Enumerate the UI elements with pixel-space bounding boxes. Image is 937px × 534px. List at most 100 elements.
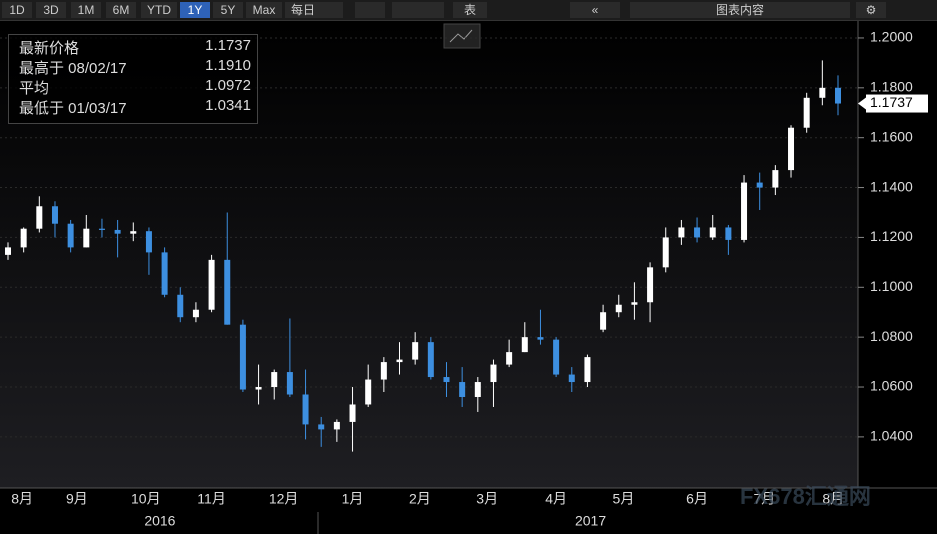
range-button[interactable]: 1D bbox=[2, 2, 32, 18]
candle-body bbox=[662, 237, 669, 268]
candle-body bbox=[333, 421, 340, 430]
candle-body bbox=[396, 359, 403, 363]
y-tick-label: 1.1400 bbox=[870, 178, 913, 194]
y-tick-label: 1.0400 bbox=[870, 428, 913, 444]
candle-body bbox=[584, 357, 591, 383]
candle-body bbox=[788, 127, 795, 171]
x-tick-label: 7月 bbox=[753, 491, 775, 507]
range-button[interactable]: 5Y bbox=[213, 2, 243, 18]
candle-body bbox=[709, 227, 716, 238]
x-tick-label: 10月 bbox=[131, 491, 161, 507]
x-tick-label: 8月 bbox=[822, 491, 844, 507]
candle-body bbox=[380, 362, 387, 380]
candle-body bbox=[302, 394, 309, 425]
candle-body bbox=[772, 170, 779, 188]
candle-body bbox=[521, 337, 528, 353]
candle-body bbox=[427, 342, 434, 378]
last-price-label: 1.1737 bbox=[870, 94, 913, 110]
x-tick-label: 1月 bbox=[342, 491, 364, 507]
candle-body bbox=[647, 267, 654, 303]
candle-body bbox=[443, 377, 450, 383]
x-tick-label: 5月 bbox=[613, 491, 635, 507]
candle-body bbox=[239, 324, 246, 390]
table-button[interactable]: 表 bbox=[453, 2, 487, 18]
candle-body bbox=[98, 228, 105, 230]
y-tick-label: 1.1800 bbox=[870, 79, 913, 95]
candle-body bbox=[177, 294, 184, 318]
candle-body bbox=[83, 228, 90, 248]
line-chart-button[interactable] bbox=[355, 2, 385, 18]
candle-body bbox=[192, 309, 199, 318]
candle-body bbox=[318, 424, 325, 430]
candle-body bbox=[459, 382, 466, 397]
range-button[interactable]: 1Y bbox=[180, 2, 210, 18]
candle-body bbox=[412, 342, 419, 360]
frequency-dropdown[interactable]: 每日 bbox=[285, 2, 343, 18]
x-tick-label: 4月 bbox=[545, 491, 567, 507]
legend-row: 平均 1.0972 bbox=[19, 77, 251, 97]
legend-label: 平均 bbox=[19, 80, 50, 97]
candle-body bbox=[568, 374, 575, 383]
candle-body bbox=[365, 379, 372, 405]
x-tick-label: 8月 bbox=[11, 491, 33, 507]
range-button[interactable]: Max bbox=[246, 2, 282, 18]
candle-body bbox=[349, 404, 356, 422]
candle-body bbox=[615, 304, 622, 313]
candle-body bbox=[36, 206, 43, 229]
candle-body bbox=[5, 247, 11, 255]
y-tick-label: 1.1200 bbox=[870, 228, 913, 244]
last-price-arrow bbox=[858, 97, 866, 110]
y-tick-label: 1.2000 bbox=[870, 29, 913, 45]
legend-value: 1.0972 bbox=[205, 77, 251, 94]
candle-body bbox=[725, 227, 732, 240]
watermark: FX678汇通网 bbox=[740, 484, 871, 509]
chart-type-button[interactable] bbox=[443, 23, 481, 49]
y-tick-label: 1.1600 bbox=[870, 128, 913, 144]
icon bbox=[449, 29, 473, 43]
candle-body bbox=[756, 182, 763, 188]
candle-body bbox=[474, 382, 481, 397]
range-button[interactable]: 6M bbox=[106, 2, 136, 18]
legend-row: 最高于 08/02/17 1.1910 bbox=[19, 57, 251, 77]
candle-body bbox=[537, 337, 544, 340]
candle-body bbox=[835, 87, 841, 104]
y-tick-label: 1.0800 bbox=[870, 328, 913, 344]
candle-body bbox=[490, 364, 497, 383]
year-label: 2017 bbox=[575, 513, 606, 529]
legend-value: 1.0341 bbox=[205, 97, 251, 114]
y-tick-label: 1.1000 bbox=[870, 278, 913, 294]
settings-button[interactable]: ⚙ bbox=[856, 2, 886, 18]
x-tick-label: 12月 bbox=[269, 491, 299, 507]
candle-body bbox=[678, 227, 685, 238]
chart-content-button[interactable]: 图表内容 bbox=[630, 2, 850, 18]
candle-button[interactable] bbox=[392, 2, 444, 18]
candle-body bbox=[67, 223, 74, 248]
x-tick-label: 6月 bbox=[686, 491, 708, 507]
year-label: 2016 bbox=[144, 513, 175, 529]
candle-body bbox=[130, 231, 137, 234]
x-tick-label: 3月 bbox=[476, 491, 498, 507]
candle-body bbox=[803, 97, 810, 128]
range-button[interactable]: 3D bbox=[36, 2, 66, 18]
collapse-button[interactable]: « bbox=[570, 2, 620, 18]
candle-body bbox=[600, 312, 607, 330]
candle-body bbox=[145, 231, 152, 253]
legend-label: 最低于 01/03/17 bbox=[19, 100, 127, 117]
legend-row: 最新价格 1.1737 bbox=[19, 37, 251, 57]
range-button[interactable]: YTD bbox=[141, 2, 177, 18]
candle-body bbox=[20, 228, 27, 248]
last-price-box bbox=[866, 94, 928, 113]
candle-body bbox=[161, 252, 168, 295]
legend-label: 最新价格 bbox=[19, 40, 80, 57]
x-tick-label: 2月 bbox=[409, 491, 431, 507]
candle-body bbox=[741, 182, 748, 240]
candle-body bbox=[224, 259, 231, 325]
range-button[interactable]: 1M bbox=[71, 2, 101, 18]
candle-body bbox=[631, 302, 638, 305]
candle-body bbox=[271, 372, 278, 388]
x-tick-label: 11月 bbox=[197, 491, 226, 507]
x-tick-label: 9月 bbox=[66, 491, 88, 507]
candle-body bbox=[694, 227, 701, 238]
